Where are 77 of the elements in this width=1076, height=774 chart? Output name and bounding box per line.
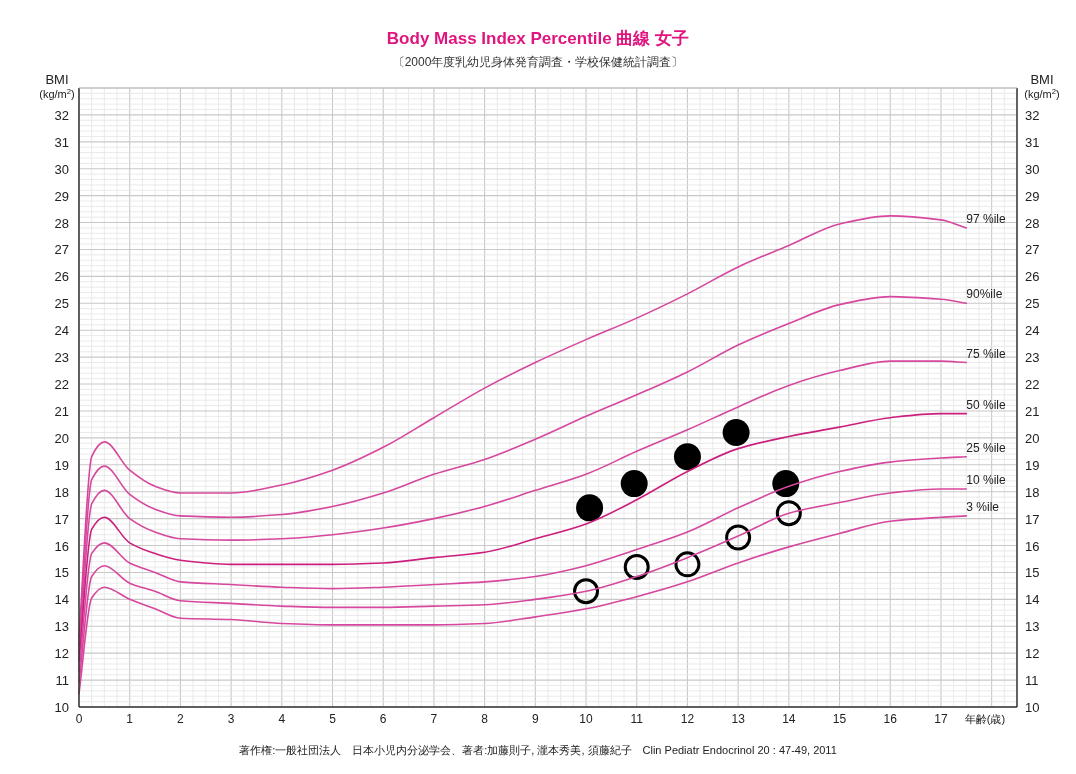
- x-tick-label: 7: [430, 712, 438, 726]
- series-label: 50 %ile: [966, 397, 1006, 412]
- x-tick-label: 5: [329, 712, 337, 726]
- y-axis-title: BMI (kg/m$^{2}$): [39, 72, 75, 100]
- y2-tick-label: 31: [1025, 134, 1040, 150]
- y2-tick-label: 14: [1025, 592, 1040, 608]
- y2-tick-label: 17: [1025, 511, 1040, 527]
- x-tick-label: 13: [731, 712, 746, 726]
- y-tick-label: 17: [54, 511, 69, 527]
- x-axis-title: 年齢(歳): [964, 713, 1006, 725]
- y2-tick-label: 30: [1025, 161, 1040, 177]
- series-label: 75 %ile: [966, 346, 1006, 361]
- x-tick-label: 10: [579, 712, 594, 726]
- y-tick-label: 30: [54, 161, 69, 177]
- x-tick-label: 17: [934, 712, 948, 726]
- series-label: 90%ile: [966, 287, 1003, 302]
- y2-tick-label: 19: [1025, 457, 1040, 473]
- y2-tick-label: 15: [1025, 565, 1040, 581]
- y-tick-label: 13: [54, 619, 69, 635]
- x-tick-label: 9: [531, 712, 539, 726]
- y2-tick-label: 22: [1025, 377, 1040, 393]
- chart-title: Body Mass Index Percentile 曲線 女子: [386, 29, 690, 48]
- y-tick-label: 20: [54, 430, 69, 446]
- y2-tick-label: 28: [1025, 215, 1040, 231]
- y-tick-label: 29: [54, 188, 69, 204]
- x-tick-label: 14: [782, 712, 796, 726]
- x-tick-label: 3: [227, 712, 235, 726]
- series-label: 3 %ile: [966, 499, 1000, 514]
- y-tick-label: 14: [54, 592, 69, 608]
- chart-subtitle: 〔2000年度乳幼児身体発育調査・学校保健統計調査〕: [392, 55, 684, 69]
- y-tick-label: 23: [54, 350, 69, 366]
- text: 著作権:一般社団法人 日本小児内分泌学会、著者:加藤則子, 瀧本秀美, 須藤紀子 Clin Pediatr Endocrinol 20 : 47-49, 2011: [239, 744, 837, 756]
- y2-tick-label: 29: [1025, 188, 1040, 204]
- y-tick-label: 12: [54, 646, 69, 662]
- series-label: 10 %ile: [966, 473, 1006, 487]
- y-tick-label: 11: [55, 673, 69, 689]
- y2-tick-label: 27: [1025, 242, 1040, 258]
- y-tick-label: 24: [54, 323, 69, 339]
- y-tick-label: 25: [54, 296, 69, 312]
- y-tick-label: 28: [54, 215, 69, 231]
- x-tick-label: 6: [379, 712, 387, 726]
- y2-axis-title: BMI (kg/m$^{2}$): [1024, 72, 1060, 100]
- y-tick-label: 21: [54, 403, 69, 419]
- y-tick-label: 19: [54, 457, 69, 473]
- x-tick-label: 1: [126, 712, 134, 726]
- y2-tick-label: 20: [1025, 430, 1040, 446]
- y2-tick-label: 12: [1025, 646, 1040, 662]
- x-tick-label: 16: [883, 712, 898, 726]
- y-tick-label: 27: [54, 242, 69, 258]
- y-tick-label: 22: [54, 377, 69, 393]
- x-tick-label: 11: [630, 712, 644, 726]
- y-tick-label: 31: [54, 134, 69, 150]
- y2-tick-label: 25: [1025, 296, 1040, 312]
- series-label: 97 %ile: [966, 211, 1006, 226]
- y-tick-label: 10: [54, 700, 69, 715]
- y-tick-label: 26: [54, 269, 69, 285]
- y-tick-label: 18: [54, 484, 69, 500]
- x-tick-label: 2: [177, 712, 185, 726]
- y2-tick-label: 21: [1025, 403, 1040, 419]
- y2-tick-label: 13: [1025, 619, 1040, 635]
- y-tick-label: 15: [54, 565, 69, 581]
- y2-tick-label: 32: [1025, 107, 1040, 123]
- series-label: 25 %ile: [966, 440, 1006, 455]
- x-tick-label: 4: [278, 712, 286, 726]
- x-tick-label: 0: [75, 712, 83, 726]
- y2-tick-label: 16: [1025, 538, 1040, 554]
- y-tick-label: 32: [54, 107, 69, 123]
- x-tick-label: 8: [481, 712, 489, 726]
- y2-tick-label: 11: [1025, 673, 1039, 689]
- y2-tick-label: 18: [1025, 484, 1040, 500]
- x-tick-label: 15: [832, 712, 847, 726]
- x-tick-label: 12: [680, 712, 695, 726]
- y-tick-label: 16: [54, 538, 69, 554]
- y2-tick-label: 23: [1025, 350, 1040, 366]
- y2-tick-label: 26: [1025, 269, 1040, 285]
- y2-tick-label: 24: [1025, 323, 1040, 339]
- y2-tick-label: 10: [1025, 700, 1040, 715]
